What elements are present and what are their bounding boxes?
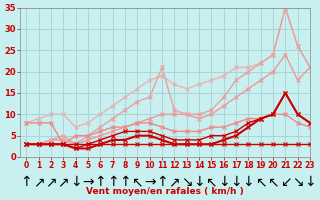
X-axis label: Vent moyen/en rafales ( km/h ): Vent moyen/en rafales ( km/h ) <box>86 187 244 196</box>
